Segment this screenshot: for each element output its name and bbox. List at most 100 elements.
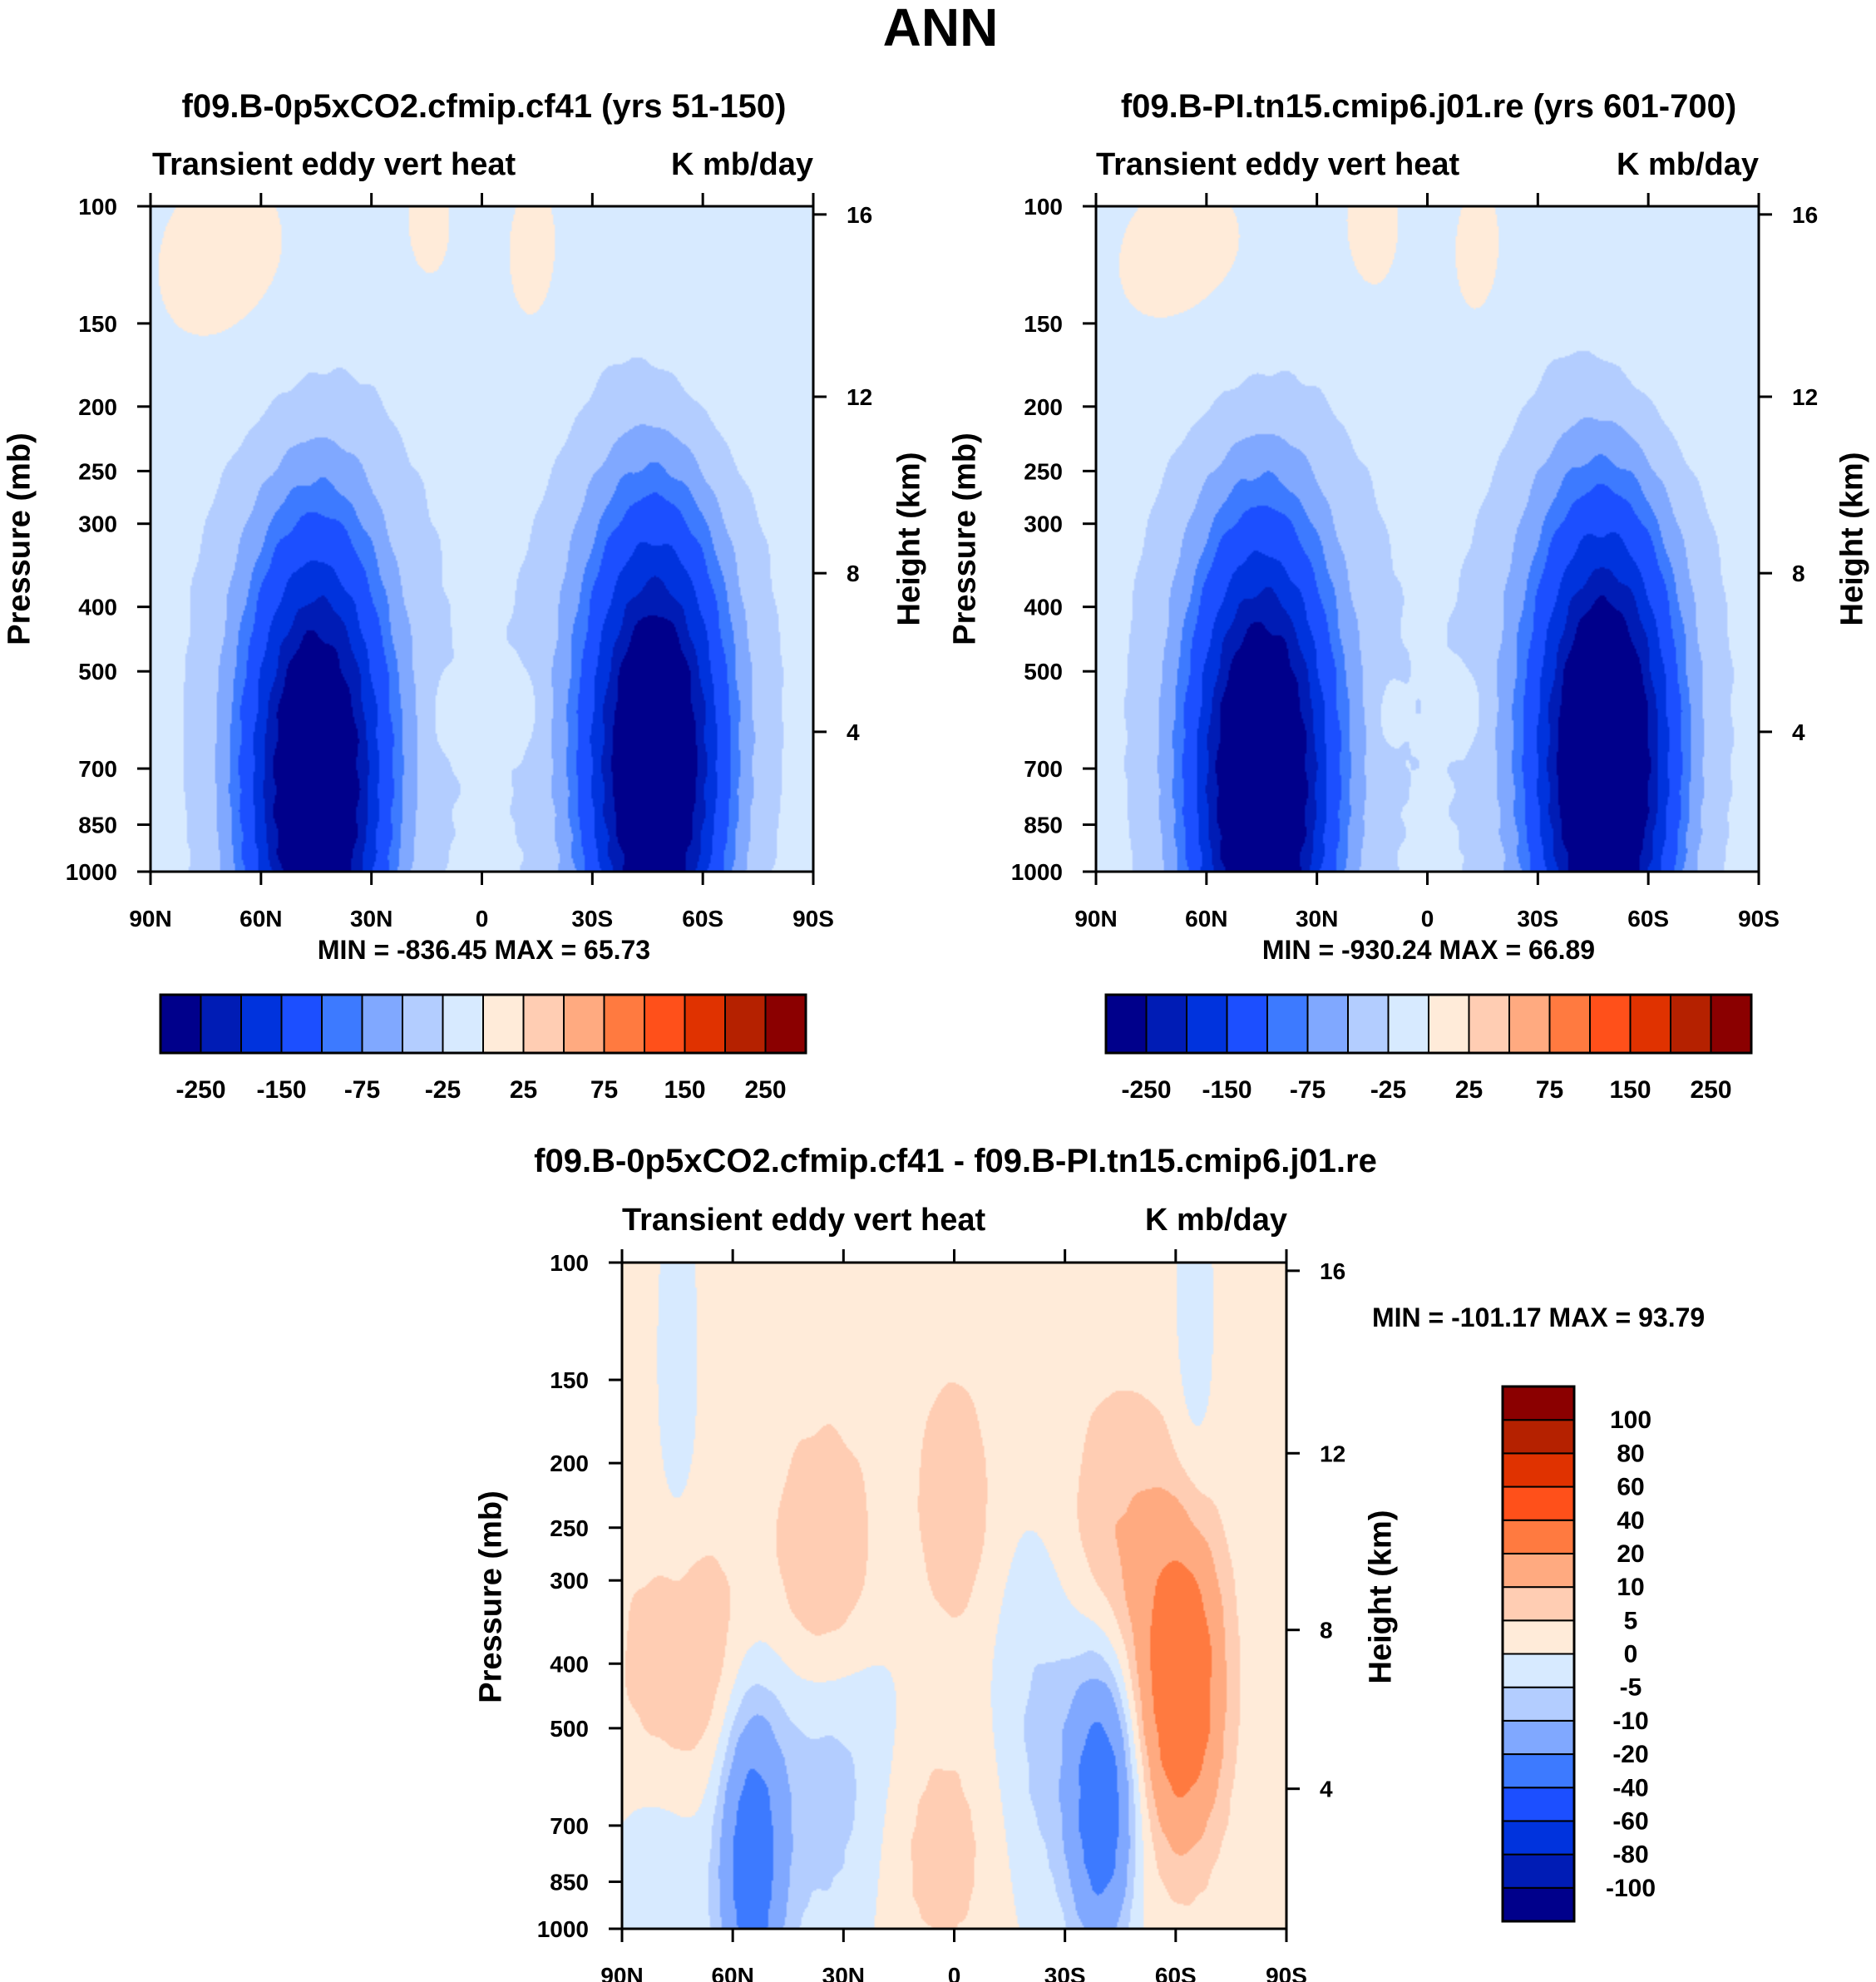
colorbar-box — [361, 994, 403, 1054]
x-tick-label: 30N — [1296, 906, 1338, 932]
colorbar-box — [442, 994, 484, 1054]
colorbar-label: -60 — [1612, 1807, 1648, 1835]
y-tick-label: 200 — [550, 1451, 589, 1476]
x-tick-label: 30N — [350, 906, 392, 932]
colorbar-box — [1710, 994, 1752, 1054]
x-tick-label: 90S — [1738, 906, 1780, 932]
y-tick-label: 1000 — [1011, 859, 1063, 885]
panel1-plot-frame — [149, 205, 815, 873]
colorbar-box — [603, 994, 645, 1054]
x-tick-label: 60N — [1185, 906, 1227, 932]
colorbar-box — [1502, 1686, 1575, 1722]
colorbar-label: 10 — [1617, 1574, 1644, 1601]
colorbar-box — [1502, 1820, 1575, 1856]
colorbar-box — [1502, 1485, 1575, 1521]
y-tick-label: 300 — [550, 1568, 589, 1594]
y-tick-label: 700 — [78, 756, 117, 782]
colorbar-box — [724, 994, 767, 1054]
colorbar-box — [321, 994, 363, 1054]
colorbar-box — [160, 994, 202, 1054]
panel1-min-max: MIN = -836.45 MAX = 65.73 — [317, 935, 651, 965]
height-tick-label: 8 — [1792, 561, 1805, 586]
colorbar-box — [522, 994, 565, 1054]
colorbar-box — [280, 994, 323, 1054]
colorbar-box — [563, 994, 605, 1054]
panel3-left-string: Transient eddy vert heat — [622, 1203, 986, 1238]
colorbar-label: 150 — [1609, 1076, 1651, 1104]
colorbar-box — [1508, 994, 1551, 1054]
panel1-title: f09.B-0p5xCO2.cfmip.cf41 (yrs 51-150) — [181, 88, 787, 125]
y-tick-label: 500 — [1024, 659, 1063, 685]
colorbar-label: 80 — [1617, 1440, 1644, 1467]
colorbar-box — [764, 994, 807, 1054]
y-tick-label: 300 — [1024, 512, 1063, 537]
x-tick-label: 30S — [1517, 906, 1558, 932]
colorbar-frame — [1104, 993, 1753, 1055]
x-tick-label: 90S — [792, 906, 834, 932]
y-tick-label: 300 — [78, 512, 117, 537]
colorbar-label: 250 — [744, 1076, 786, 1104]
panel3-min-max: MIN = -101.17 MAX = 93.79 — [1372, 1302, 1706, 1332]
height-tick-label: 4 — [1320, 1777, 1333, 1802]
panel2-min-max: MIN = -930.24 MAX = 66.89 — [1261, 935, 1596, 965]
colorbar-box — [644, 994, 686, 1054]
x-tick-label: 60N — [711, 1963, 753, 1982]
colorbar-label: -150 — [1202, 1076, 1251, 1104]
y-tick-label: 1000 — [66, 859, 117, 885]
x-tick-label: 60S — [1627, 906, 1669, 932]
colorbar-label: -100 — [1606, 1875, 1656, 1902]
y-tick-label: 400 — [78, 595, 117, 620]
y-tick-label: 850 — [78, 813, 117, 838]
y-tick-label: 850 — [1024, 813, 1063, 838]
colorbar-label: 20 — [1617, 1540, 1644, 1568]
panel2-title: f09.B-PI.tn15.cmip6.j01.re (yrs 601-700) — [1120, 88, 1737, 125]
x-tick-label: 30S — [571, 906, 613, 932]
y-tick-label: 150 — [550, 1367, 589, 1393]
colorbar-frame — [159, 993, 807, 1055]
colorbar-label: -75 — [1290, 1076, 1326, 1104]
colorbar-box — [200, 994, 242, 1054]
y-tick-label: 400 — [1024, 595, 1063, 620]
colorbar-label: 250 — [1690, 1076, 1731, 1104]
x-tick-label: 90S — [1266, 1963, 1307, 1982]
y-tick-label: 100 — [550, 1250, 589, 1276]
colorbar-box — [1306, 994, 1349, 1054]
colorbar-frame — [1501, 1385, 1576, 1923]
y-tick-label: 100 — [78, 194, 117, 220]
colorbar-label: 100 — [1610, 1406, 1651, 1434]
colorbar-label: 150 — [664, 1076, 705, 1104]
y-tick-label: 700 — [1024, 756, 1063, 782]
height-tick-label: 16 — [847, 202, 872, 228]
colorbar-box — [1502, 1586, 1575, 1622]
colorbar-label: 25 — [1455, 1076, 1483, 1104]
y-tick-label: 850 — [550, 1869, 589, 1895]
colorbar-box — [684, 994, 726, 1054]
colorbar-box — [1428, 994, 1470, 1054]
y-tick-label: 150 — [1024, 311, 1063, 337]
y-tick-label: 200 — [78, 394, 117, 420]
panel1-contour-field — [151, 206, 813, 872]
x-tick-label: 0 — [476, 906, 489, 932]
y-tick-label: 500 — [78, 659, 117, 685]
x-tick-label: 60S — [682, 906, 723, 932]
y-tick-label: 150 — [78, 311, 117, 337]
colorbar-label: -250 — [1121, 1076, 1171, 1104]
colorbar-label: -40 — [1612, 1774, 1648, 1802]
colorbar-box — [1502, 1452, 1575, 1488]
x-tick-label: 0 — [948, 1963, 961, 1982]
x-tick-label: 30N — [822, 1963, 865, 1982]
y-tick-label: 250 — [550, 1515, 589, 1541]
colorbar-label: 5 — [1624, 1607, 1638, 1634]
colorbar-label: 60 — [1617, 1474, 1644, 1501]
colorbar-box — [1502, 1653, 1575, 1688]
colorbar-label: -150 — [256, 1076, 306, 1104]
colorbar-box — [1347, 994, 1390, 1054]
colorbar-label: -75 — [344, 1076, 380, 1104]
colorbar-label: -80 — [1612, 1841, 1648, 1869]
colorbar-box — [240, 994, 283, 1054]
colorbar-box — [1548, 994, 1591, 1054]
height-tick-label: 4 — [1792, 719, 1805, 745]
x-tick-label: 60N — [239, 906, 282, 932]
panel3-contour-field — [622, 1263, 1286, 1929]
panel1-right-string: K mb/day — [670, 147, 813, 182]
